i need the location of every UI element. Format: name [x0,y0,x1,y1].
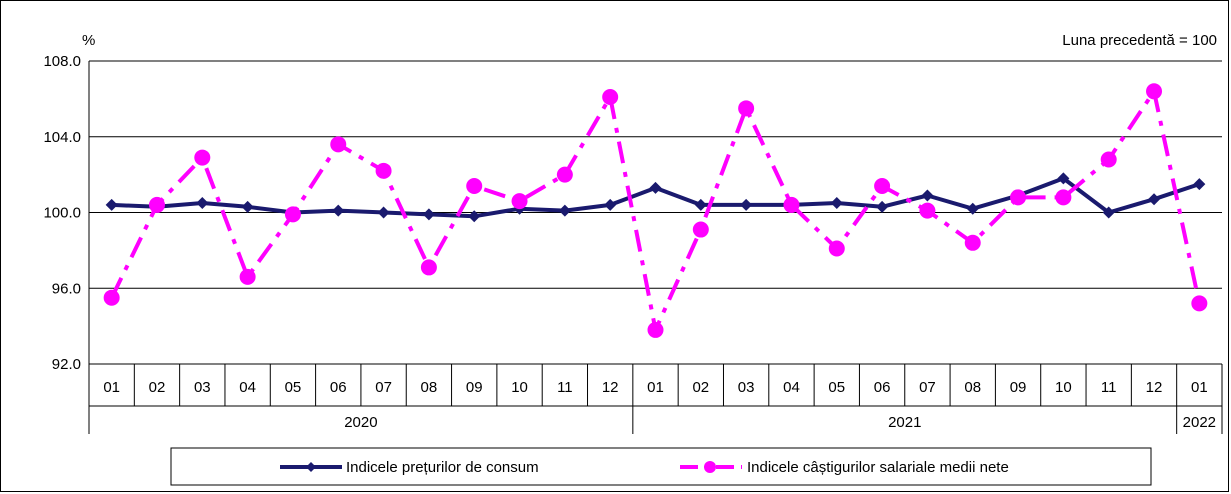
x-tick-label: 07 [919,379,936,396]
data-point [604,198,617,211]
data-point [602,88,619,105]
x-tick-label: 01 [103,379,120,396]
x-year-label: 2022 [1183,414,1216,431]
x-tick-label: 10 [1055,379,1072,396]
data-point [1191,295,1208,312]
data-point [422,208,435,221]
y-tick-label: 108.0 [43,53,81,70]
grid-lines [88,60,1222,365]
data-point [511,193,528,210]
data-point [828,240,845,257]
data-point [1146,83,1163,100]
data-point [1055,189,1072,206]
x-tick-label: 05 [828,379,845,396]
data-point [558,204,571,217]
data-point [375,162,392,179]
x-tick-label: 09 [466,379,483,396]
data-point [466,177,483,194]
x-tick-label: 09 [1010,379,1027,396]
legend-label-wages: Indicele câștigurilor salariale medii ne… [747,459,1009,476]
x-tick-label: 08 [421,379,438,396]
y-tick-label: 104.0 [43,129,81,146]
data-point [647,321,664,338]
data-point [330,136,347,153]
data-point [1057,172,1070,185]
data-point [241,200,254,213]
data-point [103,289,120,306]
data-point [874,177,891,194]
data-point [964,234,981,251]
x-tick-label: 01 [647,379,664,396]
x-tick-label: 12 [602,379,619,396]
data-point [919,202,936,219]
data-point [1100,151,1117,168]
data-point [556,166,573,183]
data-point [783,196,800,213]
x-tick-label: 04 [239,379,256,396]
y-axis-ticks: 92.0 96.0 100.0 104.0 108.0 [43,53,81,373]
data-point [921,189,934,202]
x-tick-label: 10 [511,379,528,396]
data-point [148,196,165,213]
x-tick-label: 12 [1146,379,1163,396]
data-point [1193,178,1206,191]
y-tick-label: 92.0 [52,356,81,373]
x-tick-label: 01 [1191,379,1208,396]
data-point [194,149,211,166]
data-point [966,202,979,215]
data-point [105,198,118,211]
data-point [740,198,753,211]
y-tick-label: 100.0 [43,205,81,222]
x-tick-label: 07 [375,379,392,396]
data-point [239,268,256,285]
x-tick-label: 02 [149,379,166,396]
data-point [1102,206,1115,219]
x-tick-label: 02 [692,379,709,396]
data-point [468,210,481,223]
data-point [649,181,662,194]
legend-marker-wages [704,461,716,473]
series [103,83,1208,338]
data-point [332,204,345,217]
y-tick-label: 96.0 [52,280,81,297]
x-tick-label: 06 [330,379,347,396]
legend-marker-cpi [306,462,316,472]
data-point [377,206,390,219]
x-year-label: 2020 [344,414,377,431]
x-tick-label: 03 [194,379,211,396]
data-point [1010,189,1027,206]
x-tick-label: 06 [874,379,891,396]
x-axis: 01 02 03 04 05 06 07 08 09 10 11 12 01 02 03 04 05 06 07 08… [88,364,1223,434]
legend-label-cpi: Indicele prețurilor de consum [346,459,539,476]
legend: Indicele prețurilor de consum Indicele c… [170,447,1152,486]
x-tick-label: 11 [557,379,573,396]
x-tick-label: 08 [964,379,981,396]
x-tick-label: 03 [738,379,755,396]
data-point [830,197,843,210]
data-point [420,259,437,276]
data-point [876,200,889,213]
x-tick-label: 04 [783,379,800,396]
data-point [738,100,755,117]
data-point [1148,193,1161,206]
data-point [196,197,209,210]
reference-note: Luna precedentă = 100 [1062,32,1217,49]
data-point [284,206,301,223]
x-tick-label: 05 [285,379,302,396]
y-unit-label: % [82,32,95,49]
x-tick-label: 11 [1101,379,1117,396]
data-point [692,221,709,238]
data-point [694,198,707,211]
x-year-label: 2021 [888,414,921,431]
